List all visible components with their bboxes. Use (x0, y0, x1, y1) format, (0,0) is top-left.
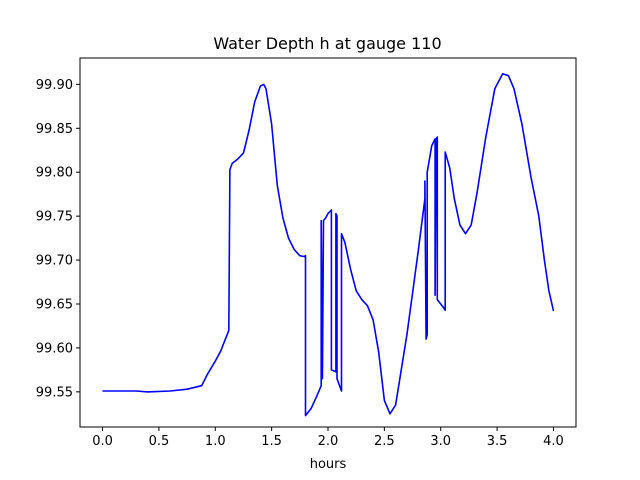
series-layer (102, 73, 555, 417)
x-tick-label: 0.0 (92, 434, 113, 449)
y-tick-label: 99.90 (36, 78, 73, 93)
y-tick-label: 99.65 (36, 298, 73, 313)
series-line-0 (102, 73, 555, 417)
y-axis: 99.55 99.60 99.65 99.70 99.75 99.80 99.85 99.90 (36, 78, 80, 400)
x-tick-label: 3.0 (430, 434, 451, 449)
x-axis: 0.0 0.5 1.0 1.5 2.0 2.5 3.0 3.5 4.0 (92, 427, 564, 449)
plot-area (79, 57, 577, 428)
x-tick-label: 2.5 (374, 434, 395, 449)
x-tick-label: 1.5 (261, 434, 282, 449)
x-axis-label: hours (310, 457, 347, 472)
chart-title: Water Depth h at gauge 110 (213, 34, 441, 53)
plot-frame (79, 57, 577, 428)
x-tick-label: 0.5 (149, 434, 170, 449)
x-tick-label: 1.0 (205, 434, 226, 449)
x-tick-label: 4.0 (543, 434, 564, 449)
y-tick-label: 99.85 (36, 122, 73, 137)
x-tick-label: 3.5 (487, 434, 508, 449)
y-tick-label: 99.55 (36, 385, 73, 400)
x-tick-label: 2.0 (318, 434, 339, 449)
y-tick-label: 99.60 (36, 341, 73, 356)
y-tick-label: 99.70 (36, 254, 73, 269)
y-tick-label: 99.75 (36, 210, 73, 225)
y-tick-label: 99.80 (36, 166, 73, 181)
